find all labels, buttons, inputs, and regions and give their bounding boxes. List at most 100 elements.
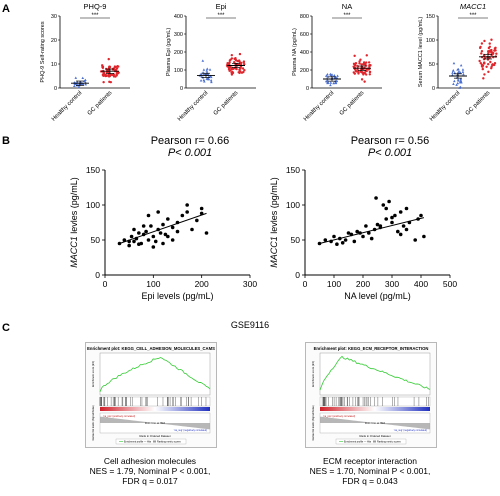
gc-point: [368, 70, 372, 74]
y-tick-label: 0: [95, 270, 100, 280]
gc-point: [495, 52, 498, 55]
panel-a-title: NA: [342, 2, 352, 11]
gc-point: [491, 63, 494, 66]
hits-frame: [99, 396, 211, 407]
x-tick-label: 300: [243, 279, 257, 289]
y-tick-label: 0: [306, 86, 309, 92]
gsea-caption-2-line3: FDR q = 0.043: [342, 476, 398, 486]
healthy-point: [461, 70, 465, 73]
gc-point: [480, 42, 484, 45]
scatter-point: [346, 231, 351, 235]
gc-point: [237, 71, 240, 74]
scatter-point: [384, 206, 388, 211]
x-tick-label: 100: [146, 279, 160, 289]
healthy-point: [453, 71, 457, 74]
panel-letter-a: A: [2, 3, 10, 15]
y-tick-label: 0: [295, 270, 300, 280]
scatter-point: [387, 199, 391, 204]
healthy-point: [451, 69, 455, 72]
rank-gradient-bar: [320, 407, 430, 411]
scatter-point: [340, 241, 345, 245]
scatter-point: [161, 222, 165, 227]
gc-point: [230, 66, 233, 69]
healthy-point: [333, 73, 336, 77]
x-group-label: GC patients: [87, 90, 114, 117]
healthy-point: [462, 72, 465, 76]
healthy-point: [452, 82, 455, 86]
scatter-point: [170, 225, 175, 230]
healthy-point: [206, 77, 210, 81]
scatter-point: [374, 196, 378, 200]
gc-point: [107, 66, 111, 70]
gc-point: [242, 70, 245, 74]
es-frame: [99, 352, 211, 396]
healthy-point: [329, 83, 332, 87]
y-tick-label: 200: [300, 68, 309, 74]
scatter-point: [393, 213, 397, 218]
scatter-point: [419, 213, 423, 218]
legend-metric-label: Ranking metric scores: [157, 441, 181, 444]
gsea-plot-2: Enrichment plot: KEGG_ECM_RECEPTOR_INTER…: [305, 342, 437, 448]
scatter-2-pearson: Pearson r= 0.56: [350, 135, 430, 147]
healthy-point: [210, 80, 213, 84]
gc-point: [109, 80, 113, 84]
healthy-point: [199, 72, 203, 75]
es-ylabel: Enrichment score (ES): [311, 361, 315, 387]
x-group-label: GC patients: [465, 90, 492, 117]
gc-point: [111, 68, 115, 71]
gsea-xlabel: Rank in Ordered Dataset: [360, 434, 391, 438]
x-tick-label: 0: [303, 279, 308, 289]
gc-point: [112, 75, 116, 78]
gc-point: [488, 42, 491, 45]
sig-label: ***: [91, 13, 99, 19]
gc-point: [243, 69, 246, 72]
y-axis-label: PHQ-9 Self-rating scores: [40, 21, 46, 82]
scatter-point: [146, 238, 151, 242]
scatter-point: [332, 234, 336, 239]
gc-point: [226, 62, 229, 65]
scatter-point: [132, 227, 136, 232]
gc-point: [480, 65, 484, 68]
scatter-point: [146, 213, 151, 218]
gc-point: [368, 73, 372, 76]
healthy-point: [326, 81, 329, 85]
x-axis-label: Epi levels (pg/mL): [141, 291, 213, 301]
neg-label: 'na_neg' (negatively correlated): [174, 429, 207, 432]
gc-point: [107, 57, 110, 61]
healthy-point: [203, 80, 206, 83]
y-axis-label: Serum MACC1 level (pg/mL): [418, 17, 424, 87]
healthy-point: [326, 72, 329, 76]
gsea-caption-1: Cell adhesion molecules NES = 1.79, Nomi…: [75, 456, 225, 486]
gc-point: [360, 78, 364, 81]
gc-point: [352, 71, 355, 74]
scatter-point: [149, 224, 153, 228]
scatter-point: [141, 224, 146, 228]
scatter-point: [144, 229, 148, 234]
gc-point: [241, 67, 245, 70]
scatter-na-macc1: 0 50 100 150 0 100 200 300 400 500 NA level (pg/mL…: [269, 165, 457, 301]
gsea-plot-title: Enrichment plot: KEGG_ECM_RECEPTOR_INTER…: [314, 346, 429, 351]
gc-point: [482, 54, 486, 57]
gc-point: [234, 57, 237, 60]
scatter-point: [364, 224, 368, 228]
zero-cross-label: Zero cross at 7816: [365, 422, 386, 425]
scatter-point: [323, 238, 328, 242]
scatter-point: [396, 229, 400, 234]
panel-a-svg: PHQ-9 0 10 20 30 PHQ-9 Self-rating scores *** H…: [40, 2, 500, 123]
gc-point: [228, 61, 231, 64]
healthy-point: [459, 79, 463, 82]
x-axis-label: NA level (pg/mL): [344, 291, 411, 301]
scatter-point: [185, 210, 189, 214]
x-tick-label: 100: [327, 279, 341, 289]
scatter-point: [190, 227, 194, 232]
gc-point: [481, 67, 484, 71]
es-frame: [319, 352, 431, 396]
healthy-point: [332, 81, 335, 85]
gc-point: [489, 60, 492, 64]
y-tick-label: 800: [300, 14, 309, 20]
healthy-point: [84, 80, 87, 84]
healthy-point: [202, 68, 206, 71]
y-axis-label: Plasma NA (pg/mL): [292, 28, 298, 76]
scatter-epi-macc1: 0 50 100 150 0 100 200 300 Epi levels (pg/mL) MAC…: [69, 165, 257, 301]
healthy-point: [456, 81, 460, 85]
